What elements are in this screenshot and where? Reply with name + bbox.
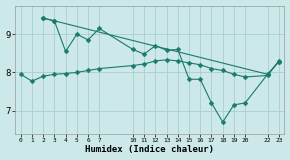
X-axis label: Humidex (Indice chaleur): Humidex (Indice chaleur) [85,145,214,154]
